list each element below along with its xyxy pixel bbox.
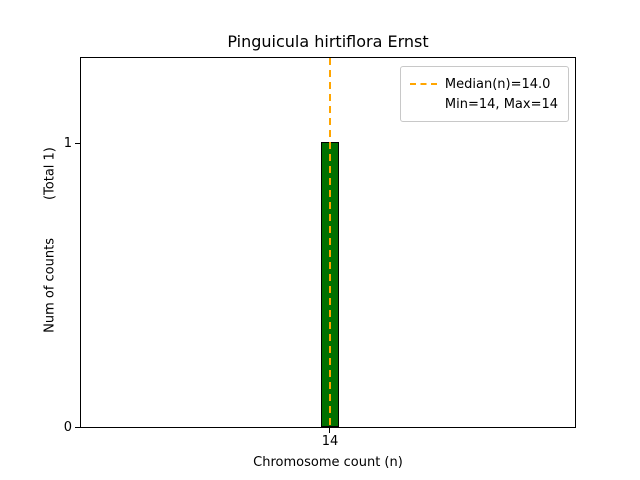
x-axis-label: Chromosome count (n) bbox=[253, 455, 403, 470]
y-axis-total-text: (Total 1) bbox=[42, 147, 58, 201]
y-axis-label-text: Num of counts bbox=[42, 238, 58, 333]
y-tick-label-1: 1 bbox=[63, 136, 72, 151]
y-tick-label-0: 0 bbox=[63, 420, 72, 435]
legend-box: Median(n)=14.0 Min=14, Max=14 bbox=[399, 66, 569, 122]
legend-row-median: Median(n)=14.0 bbox=[409, 74, 558, 94]
y-tick-mark-0 bbox=[75, 427, 80, 428]
legend-label-minmax: Min=14, Max=14 bbox=[444, 96, 558, 112]
legend-row-minmax: Min=14, Max=14 bbox=[410, 94, 558, 114]
x-tick-mark-14 bbox=[329, 428, 330, 433]
legend-label-median: Median(n)=14.0 bbox=[444, 76, 551, 92]
x-tick-label-14: 14 bbox=[321, 434, 339, 449]
chart-title: Pinguicula hirtiflora Ernst bbox=[227, 32, 429, 51]
plot-area bbox=[80, 57, 576, 428]
median-dashed-line bbox=[329, 58, 331, 427]
legend-dashed-line-icon bbox=[409, 83, 437, 85]
y-tick-mark-1 bbox=[75, 143, 80, 144]
y-axis-label: Num of counts (Total 1) bbox=[43, 147, 58, 333]
